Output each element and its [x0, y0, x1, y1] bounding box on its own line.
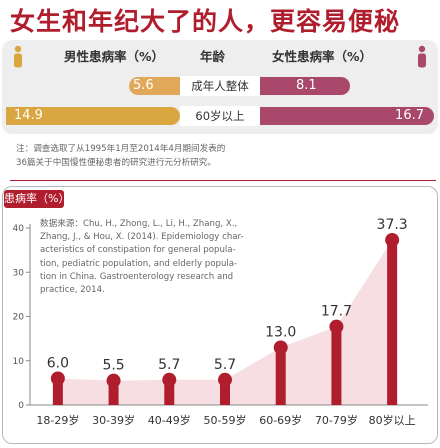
value-label: 6.0	[47, 355, 69, 371]
x-tick-label: 80岁以上	[369, 413, 416, 427]
female-rate-header: 女性患病率（%）	[272, 49, 373, 64]
female-rate-bar-60plus: 16.7	[260, 107, 434, 125]
source-line: 数据来源：Chu, H., Zhong, L., Li, H., Zhang, …	[40, 219, 238, 229]
value-label: 13.0	[265, 324, 296, 340]
source-line: practice, 2014.	[40, 285, 105, 296]
y-tick-label: 40	[13, 224, 25, 234]
comparison-header: 男性患病率（%） 年龄 女性患病率（%）	[0, 44, 440, 66]
data-point	[385, 232, 400, 247]
x-tick-label: 18-29岁	[36, 413, 79, 427]
value-label: 5.5	[102, 358, 124, 374]
bar	[331, 326, 342, 405]
source-line: tion in China. Gastroenterology research…	[40, 271, 234, 282]
y-tick-label: 30	[13, 268, 25, 278]
value-label: 5.7	[214, 357, 236, 373]
y-axis-label: 患病率（%）	[4, 190, 69, 208]
y-tick-label: 10	[13, 357, 25, 367]
study-note-line-2: 36篇关于中国慢性便秘患者的研究进行元分析研究。	[16, 158, 216, 168]
data-source: 数据来源：Chu, H., Zhong, L., Li, H., Zhang, …	[40, 218, 290, 320]
group-label-60plus: 60岁以上	[180, 106, 260, 126]
data-point	[329, 319, 344, 334]
x-tick-label: 60-69岁	[259, 413, 302, 427]
female-rate-bar-adults: 8.1	[260, 77, 350, 95]
y-tick-label: 20	[13, 313, 25, 323]
male-rate-bar-60plus: 14.9	[6, 107, 180, 125]
male-person-icon	[14, 45, 22, 68]
bar	[275, 347, 286, 405]
y-tick-label: 0	[18, 401, 24, 411]
age-header: 年龄	[200, 49, 226, 64]
study-note: 注：调查选取了从1995年1月至2014年4月期间发表的 36篇关于中国慢性便秘…	[16, 142, 316, 176]
bar	[52, 378, 63, 405]
male-rate-header: 男性患病率（%）	[64, 49, 165, 64]
x-tick-label: 40-49岁	[148, 413, 191, 427]
female-person-icon	[418, 45, 426, 68]
bar	[164, 379, 175, 405]
group-label-adults: 成年人整体	[180, 76, 260, 96]
trend-area	[57, 239, 393, 405]
source-line: Zhang, J., & Hou, X. (2014). Epidemiolog…	[40, 232, 244, 243]
headline: 女生和年纪大了的人，更容易便秘	[10, 7, 401, 36]
data-point	[273, 340, 288, 355]
bar	[108, 380, 119, 405]
bar	[220, 379, 230, 405]
source-line: tion, pediatric population, and elderly …	[40, 258, 238, 269]
data-point	[162, 372, 177, 387]
x-tick-label: 70-79岁	[315, 413, 358, 427]
value-label: 17.7	[321, 304, 352, 320]
value-label: 37.3	[377, 217, 408, 233]
data-point	[218, 372, 232, 387]
note-divider	[10, 180, 436, 181]
data-point	[106, 373, 121, 388]
value-label: 5.7	[158, 357, 180, 373]
male-rate-bar-adults: 5.6	[129, 77, 180, 95]
data-point	[50, 371, 65, 386]
bar	[387, 239, 398, 405]
x-tick-label: 50-59岁	[204, 413, 247, 427]
study-note-line-1: 注：调查选取了从1995年1月至2014年4月期间发表的	[16, 144, 226, 154]
source-line: acteristics of constipation for general …	[40, 245, 236, 256]
x-tick-label: 30-39岁	[92, 413, 135, 427]
